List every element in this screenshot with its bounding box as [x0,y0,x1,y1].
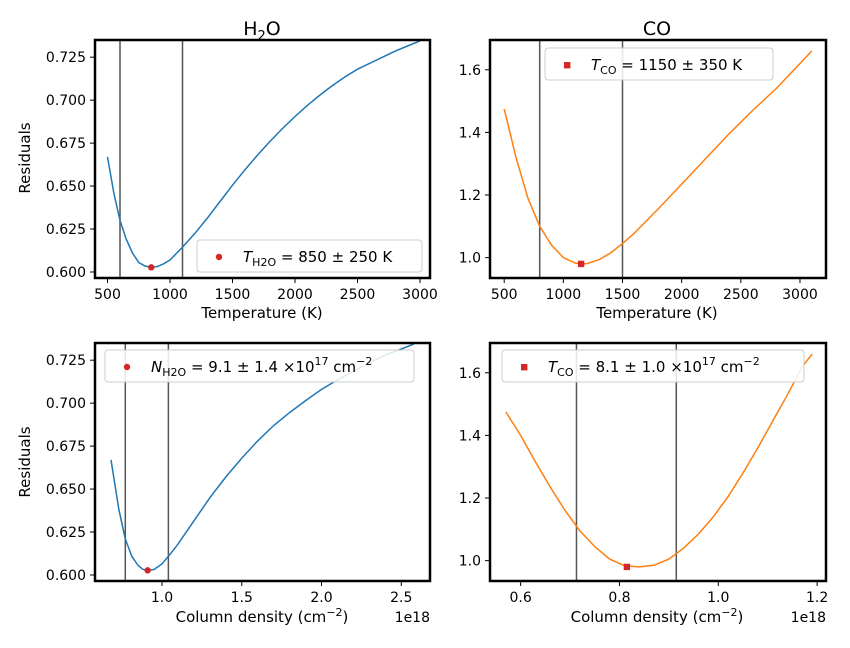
y-tick-label: 1.0 [459,251,481,267]
legend-marker [564,62,571,69]
plot-area: 500 1000 1500 2000 2500 3000 0.600 0.625 0.650 0.… [46,38,438,303]
legend-label: TH2O = 850 ± 250 K [243,248,393,269]
panel-co-column-density: Column density (cm−2) 1e18 0.6 0.8 1.0 1.2 1… [459,341,828,626]
x-tick-label: 1.0 [707,590,729,606]
y-tick-label: 0.600 [46,265,86,281]
x-tick-label: 1.5 [231,590,253,606]
legend-marker [123,363,131,371]
y-tick-label: 1.6 [459,63,481,79]
panel-title: CO [643,18,671,40]
y-tick-label: 1.4 [459,125,481,141]
offset-text: 1e18 [395,610,430,626]
plot-area: 500 1000 1500 2000 2500 3000 1.0 1.2 1.4 1.6 TCO =… [459,38,828,303]
panel-title: H2O [243,18,281,44]
legend-box [501,349,805,383]
y-tick-label: 0.625 [46,222,86,238]
y-tick-label: 0.625 [46,525,86,541]
x-tick-label: 2000 [277,287,313,303]
axes-frame [93,341,432,583]
plot-area: 0.6 0.8 1.0 1.2 1.0 1.2 1.4 1.6 TCO = 8.1 ± 1.0 … [459,341,828,606]
plot-area: 1.0 1.5 2.0 2.5 0.600 0.625 0.650 0.675 0.700 0.7… [46,341,432,606]
x-tick-label: 500 [94,287,121,303]
best-fit-marker [144,567,151,574]
y-tick-label: 0.650 [46,179,86,195]
series-line [505,353,813,568]
y-tick-label: 0.650 [46,482,86,498]
x-tick-label: 2500 [723,287,759,303]
y-tick-label: 0.725 [46,353,86,369]
y-tick-label: 0.675 [46,439,86,455]
legend-label: TCO = 1150 ± 350 K [591,56,743,77]
x-tick-label: 1000 [152,287,188,303]
x-tick-label: 2.0 [310,590,332,606]
x-tick-label: 3000 [782,287,818,303]
y-axis-label: Residuals [16,122,34,193]
x-axis-label: Temperature (K) [595,304,717,322]
legend-marker [215,253,223,261]
panel-h2o-temperature: H2O Temperature (K) Residuals 500 1000 150… [16,18,438,322]
x-tick-label: 3000 [402,287,438,303]
offset-text: 1e18 [791,610,826,626]
x-axis-label: Column density (cm−2) [571,606,744,626]
x-tick-label: 2500 [340,287,376,303]
best-fit-marker [623,563,631,571]
y-tick-label: 0.600 [46,568,86,584]
legend-box [196,239,423,273]
panel-h2o-column-density: Column density (cm−2) 1e18 Residuals 1.0… [16,341,432,626]
x-tick-label: 1500 [605,287,641,303]
x-axis-label: Temperature (K) [200,304,322,322]
y-tick-label: 1.2 [459,188,481,204]
y-axis-label: Residuals [16,426,34,497]
best-fit-marker [148,264,155,271]
y-tick-label: 0.700 [46,396,86,412]
y-tick-label: 0.725 [46,50,86,66]
y-tick-label: 1.4 [459,428,481,444]
x-tick-label: 1500 [215,287,251,303]
axes-frame [93,38,432,280]
legend-label: NH2O = 9.1 ± 1.4 ×1017 cm−2 [151,355,372,379]
y-tick-label: 1.6 [459,366,481,382]
best-fit-marker [577,260,585,268]
x-tick-label: 500 [491,287,518,303]
legend-label: TCO = 8.1 ± 1.0 ×1017 cm−2 [548,355,760,379]
x-tick-label: 1.2 [806,590,828,606]
x-tick-label: 2.5 [390,590,412,606]
x-tick-label: 0.6 [510,590,532,606]
series-line [503,50,813,265]
y-tick-label: 1.0 [459,554,481,570]
y-tick-label: 0.675 [46,136,86,152]
x-tick-label: 2000 [664,287,700,303]
y-tick-label: 0.700 [46,93,86,109]
x-tick-label: 1.0 [151,590,173,606]
legend-box [544,47,774,81]
legend-box [104,349,415,383]
panel-co-temperature: CO Temperature (K) 500 1000 1500 2000 2500 30… [459,18,828,322]
series-line [106,40,421,269]
axes-frame [488,341,828,583]
x-tick-label: 0.8 [608,590,630,606]
x-tick-label: 1000 [546,287,582,303]
y-tick-label: 1.2 [459,491,481,507]
legend-marker [521,364,528,371]
axes-frame [488,38,828,280]
x-axis-label: Column density (cm−2) [176,606,349,626]
